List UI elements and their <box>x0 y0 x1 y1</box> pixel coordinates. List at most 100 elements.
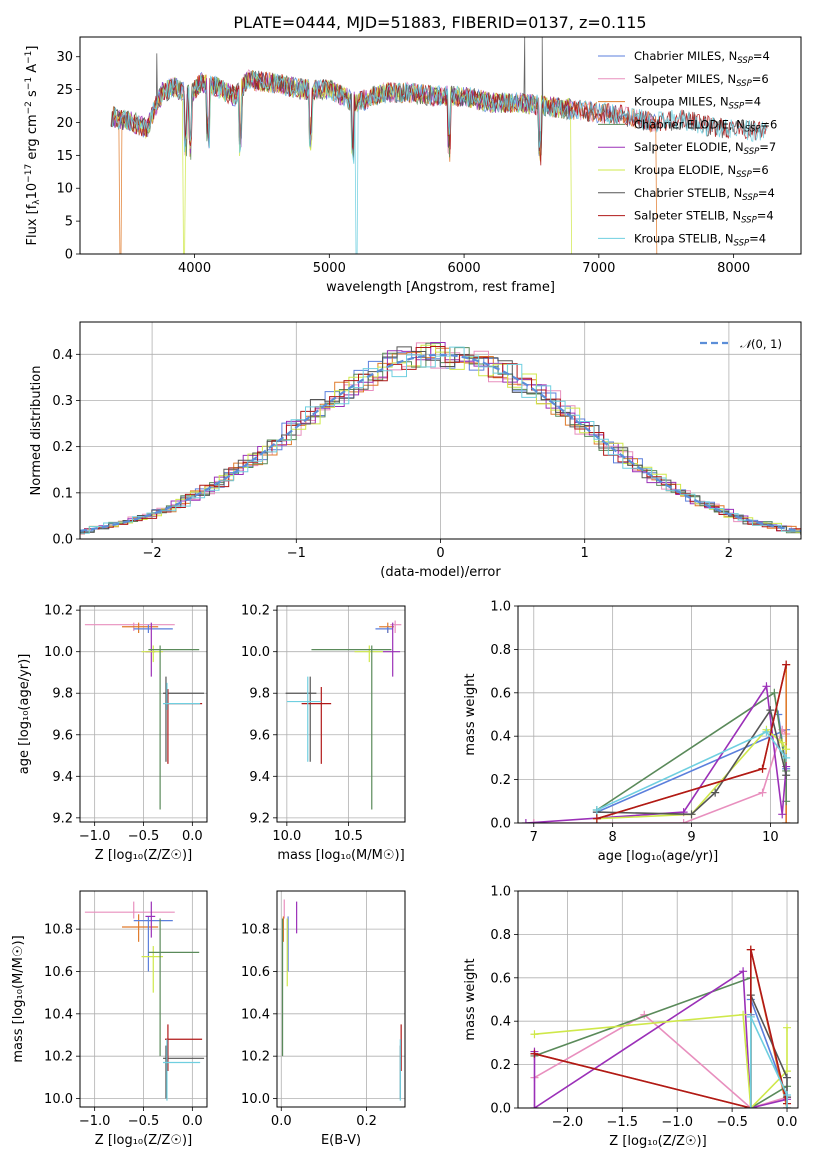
mass-vs-ebv-errorbars <box>281 899 402 1101</box>
mass-vs-Z-point <box>163 1045 205 1099</box>
age-vs-mass-point <box>286 676 322 762</box>
weight-vs-Z-ylabel: mass weight <box>463 958 478 1040</box>
mass-vs-Z-ylabel: mass [log₁₀(M/M☉)] <box>11 935 26 1062</box>
series-marker <box>758 788 767 797</box>
mass-vs-ebv-frame <box>276 890 406 1108</box>
spectrum-xtick-label: 7000 <box>582 261 615 276</box>
weight-vs-age-lines <box>521 660 791 823</box>
residuals-frame <box>79 321 802 540</box>
weight-vs-age-ylabel: mass weight <box>463 673 478 755</box>
spectrum-ylabel-part: Flux [f <box>25 204 40 245</box>
figure-title: PLATE=0444, MJD=51883, FIBERID=0137, z=0… <box>233 13 646 32</box>
legend-label-main: Salpeter MILES, N <box>634 72 736 86</box>
mass-vs-Z-point <box>164 1024 203 1071</box>
weight-vs-Z-xtick-label: −2.0 <box>552 1115 584 1130</box>
mass-vs-Z-ytick-label: 10.6 <box>44 965 73 980</box>
spectrum-xtick-label: 4000 <box>178 261 211 276</box>
series-marker <box>782 753 791 762</box>
residuals-xtick-label: 2 <box>725 546 733 561</box>
residuals-xtick-label: −2 <box>143 546 162 561</box>
weight-vs-age-xtick-label: 7 <box>530 830 538 845</box>
series-marker <box>762 682 771 691</box>
spectrum-ylabel: Flux [fλ10−17 erg cm−2 s−1 A−1] <box>24 46 42 246</box>
spectrum-ylabel-part: A <box>25 64 40 77</box>
residuals-ytick-label: 0.0 <box>52 533 73 548</box>
age-vs-mass-point <box>311 645 392 810</box>
age-vs-Z-ytick-label: 9.4 <box>52 770 73 785</box>
residuals-ytick-label: 0.4 <box>52 348 73 363</box>
series-marker <box>758 764 767 773</box>
series-marker <box>746 1012 755 1021</box>
spectrum-xtick-label: 6000 <box>448 261 481 276</box>
age-vs-mass-xlabel: mass [log₁₀(M/M☉)] <box>277 848 404 863</box>
legend-label-suffix: =4 <box>753 49 770 63</box>
series-marker <box>530 1104 539 1108</box>
age-vs-Z-point <box>163 682 201 710</box>
weight-vs-Z-ytick-label: 0.4 <box>490 1015 511 1030</box>
mass-vs-Z-point <box>122 914 159 942</box>
legend-label-main: Kroupa MILES, N <box>634 95 729 109</box>
residuals-xtick-label: 1 <box>581 546 589 561</box>
spectrum-ylabel-part: −17 <box>24 164 34 183</box>
age-vs-Z-xtick-label: 0.0 <box>182 829 203 844</box>
series-marker <box>679 819 688 823</box>
spectrum-ytick-label: 20 <box>56 116 73 131</box>
mass-vs-Z-point <box>145 901 156 938</box>
weight-vs-age-ytick-label: 0.8 <box>490 643 511 658</box>
mass-vs-Z-ytick-label: 10.2 <box>44 1050 73 1065</box>
series-marker <box>762 727 771 736</box>
spectrum-ylabel-part: λ <box>32 199 42 205</box>
legend-label: Kroupa STELIB, NSSP=4 <box>634 231 766 248</box>
weight-vs-Z-ytick-label: 0.0 <box>490 1102 511 1117</box>
legend-label-main: Chabrier ELODIE, N <box>634 117 745 131</box>
spectrum-ytick-label: 15 <box>56 149 73 164</box>
weight-vs-Z-lines <box>530 945 792 1108</box>
series-marker <box>530 1030 539 1039</box>
weight-vs-Z-xlabel: Z [log₁₀(Z/Z☉)] <box>609 1134 706 1149</box>
legend-label: Salpeter ELODIE, NSSP=7 <box>634 140 776 157</box>
age-vs-mass-xtick-label: 10.0 <box>272 829 301 844</box>
legend-label-suffix: =4 <box>757 209 774 223</box>
weight-vs-age-frame <box>517 605 799 824</box>
series-marker <box>783 1023 792 1032</box>
mass-vs-Z-point <box>163 1039 201 1101</box>
series-marker <box>530 1049 539 1058</box>
legend-label: Salpeter MILES, NSSP=6 <box>634 72 769 89</box>
mass-vs-Z-xtick-label: −1.0 <box>79 1114 111 1129</box>
age-vs-mass-ytick-label: 9.8 <box>249 687 270 702</box>
mass-vs-ebv-ytick-label: 10.8 <box>241 923 270 938</box>
legend-label: Chabrier STELIB, NSSP=4 <box>634 186 775 203</box>
residuals-xtick-label: −1 <box>287 546 306 561</box>
legend-label-sub: SSP <box>744 147 760 157</box>
series-marker <box>782 819 791 823</box>
age-vs-Z-axes: −1.0 −0.5 0.0 9.2 9.4 9.6 9.8 10.0 10.2 Z [log₁₀(… <box>44 604 207 863</box>
series-line <box>534 1013 788 1108</box>
residuals-ylabel: Normed distribution <box>29 366 44 496</box>
age-vs-Z-ytick-label: 10.0 <box>44 645 73 660</box>
legend-label: Kroupa ELODIE, NSSP=6 <box>634 163 769 180</box>
weight-vs-Z-xtick-label: −1.5 <box>607 1115 639 1130</box>
age-vs-mass-axes: 10.0 10.5 9.2 9.4 9.6 9.8 10.0 10.2 mass [log₁₀(… <box>241 604 405 863</box>
weight-vs-age-ytick-label: 0.0 <box>490 817 511 832</box>
series-marker <box>592 805 601 814</box>
weight-vs-Z-ytick-label: 0.6 <box>490 971 511 986</box>
age-vs-mass-point <box>382 622 401 677</box>
weight-vs-age-ytick-label: 0.2 <box>490 773 511 788</box>
mass-vs-Z-ytick-label: 10.4 <box>44 1007 73 1022</box>
residuals-ytick-label: 0.1 <box>52 486 73 501</box>
series-marker <box>739 1010 748 1019</box>
spectrum-ytick-label: 30 <box>56 50 73 65</box>
spectrum-series-kroupa-stelib <box>111 71 768 254</box>
residuals-ytick-label: 0.3 <box>52 394 73 409</box>
spectrum-ylabel-part: 10 <box>25 183 40 200</box>
spectrum-axes: 4000 5000 6000 7000 8000 0 5 10 15 20 25 30 waveleng… <box>56 50 750 295</box>
residuals-xtick-label: 0 <box>436 546 444 561</box>
age-vs-Z-point <box>122 622 159 633</box>
weight-vs-Z-series-kroupa-stelib <box>746 1012 792 1108</box>
mass-vs-ebv-xlabel: E(B-V) <box>321 1133 361 1148</box>
mass-vs-ebv-xtick-label: 0.2 <box>356 1114 377 1129</box>
legend-args: (0, 1) <box>751 337 782 351</box>
age-vs-Z-xtick-label: −1.0 <box>79 829 111 844</box>
spectrum-series-chabrier-elodie <box>110 70 572 160</box>
